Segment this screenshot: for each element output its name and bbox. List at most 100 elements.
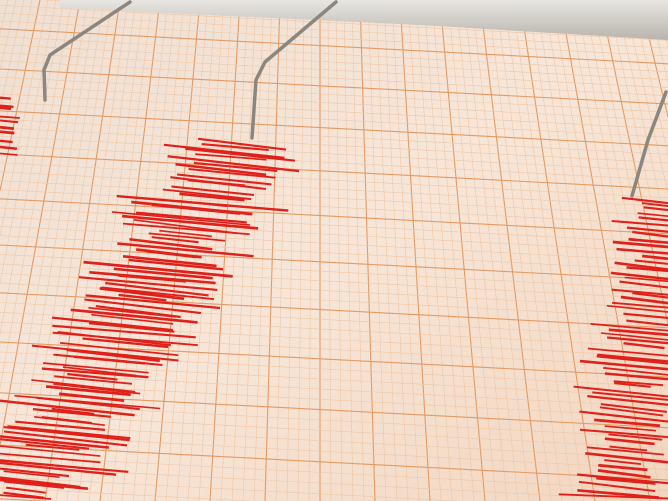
trace-stroke	[60, 342, 179, 357]
grid-line-horizontal	[0, 254, 668, 290]
trace-stroke	[32, 407, 111, 418]
grid-line-vertical	[471, 0, 530, 501]
grid-line-horizontal	[0, 119, 668, 155]
grid-line-vertical	[327, 0, 332, 501]
trace-stroke	[36, 396, 140, 411]
trace-stroke	[66, 348, 160, 363]
grid-line-vertical	[209, 0, 241, 501]
grid-line-vertical	[479, 0, 541, 501]
grid-line-horizontal	[0, 60, 668, 97]
trace-stroke	[122, 222, 250, 236]
grid-line-horizontal	[0, 487, 251, 501]
trace-stroke	[596, 477, 656, 485]
grid-line-vertical	[88, 0, 153, 501]
grid-line-vertical	[0, 0, 89, 501]
trace-stroke	[52, 331, 198, 347]
trace-stroke	[163, 143, 285, 159]
grid-line-horizontal	[0, 402, 668, 439]
grid-line-horizontal	[0, 52, 668, 88]
grid-line-vertical	[455, 0, 508, 501]
grid-line-vertical	[0, 0, 17, 71]
grid-line-vertical	[231, 0, 257, 501]
trace-stroke	[148, 232, 226, 242]
grid-line-vertical	[0, 0, 73, 388]
grid-line-vertical	[383, 0, 409, 501]
trace-stroke	[606, 304, 668, 313]
trace-stroke	[603, 366, 668, 376]
grid-line-horizontal	[0, 153, 668, 190]
trace-stroke	[598, 463, 648, 472]
trace-stroke	[171, 185, 255, 197]
trace-stroke	[632, 292, 668, 299]
trace-stroke	[185, 147, 296, 162]
grid-line-vertical	[359, 0, 376, 501]
trace-stroke	[15, 420, 106, 432]
grid-line-vertical	[375, 0, 398, 501]
trace-stroke	[579, 428, 668, 439]
grid-line-vertical	[367, 0, 387, 501]
trace-stroke	[642, 254, 668, 261]
trace-stroke	[70, 308, 198, 324]
trace-stroke	[610, 271, 668, 281]
grid-line-horizontal	[0, 144, 668, 181]
trace-stroke	[3, 426, 130, 442]
grid-line-horizontal	[0, 207, 668, 244]
trace-stroke	[0, 152, 18, 156]
trace-stroke	[201, 143, 269, 152]
grid-line-vertical	[407, 0, 442, 501]
trace-stroke	[131, 200, 253, 216]
grid-line-vertical	[343, 0, 354, 501]
trace-stroke	[51, 316, 174, 332]
trace-stroke	[73, 355, 146, 365]
trace-stroke	[58, 392, 125, 402]
grid-line-vertical	[487, 0, 552, 501]
grid-line-horizontal	[0, 28, 668, 65]
grid-line-vertical	[535, 0, 618, 501]
trace-stroke	[179, 192, 245, 202]
trace-stroke	[592, 391, 668, 401]
trace-stroke	[597, 353, 668, 363]
trace-stroke	[586, 446, 664, 456]
grid-line-vertical	[0, 0, 49, 236]
trace-stroke	[25, 443, 80, 451]
grid-line-horizontal	[0, 312, 668, 348]
grid-line-horizontal	[0, 466, 662, 501]
trace-stroke	[188, 168, 276, 179]
trace-stroke	[175, 162, 267, 177]
trace-stroke	[121, 214, 259, 230]
trace-stroke	[0, 435, 110, 449]
grid-line-horizontal	[0, 68, 668, 105]
grid-line-horizontal	[0, 127, 668, 164]
grid-line-vertical	[615, 0, 668, 235]
grid-line-vertical	[187, 0, 225, 501]
trace-stroke	[195, 153, 267, 161]
trace-stroke	[83, 260, 233, 278]
grid-line-horizontal	[0, 244, 668, 281]
grid-line-horizontal	[0, 263, 668, 300]
trace-stroke	[594, 418, 661, 428]
grid-line-vertical	[308, 0, 313, 501]
trace-stroke	[0, 445, 101, 457]
trace-stroke	[623, 312, 668, 319]
grid-line-vertical	[286, 0, 297, 501]
trace-stroke	[628, 237, 668, 245]
trace-stroke	[91, 313, 174, 325]
grid-line-horizontal	[0, 171, 668, 207]
trace-stroke	[637, 212, 668, 218]
trace-stroke	[0, 494, 52, 500]
grid-line-horizontal	[0, 235, 668, 271]
trace-stroke	[67, 372, 118, 381]
grid-line-horizontal	[0, 5, 668, 41]
grid-line-horizontal	[0, 216, 668, 253]
grid-line-horizontal	[0, 351, 668, 388]
trace-stroke	[0, 104, 14, 109]
grid-line-vertical	[143, 0, 193, 501]
grid-line-horizontal	[0, 12, 668, 49]
trace-stroke	[611, 219, 668, 227]
trace-stroke	[0, 467, 70, 478]
grid-line-vertical	[351, 0, 365, 501]
trace-stroke	[634, 259, 668, 265]
grid-line-vertical	[132, 0, 185, 501]
trace-stroke	[128, 258, 224, 271]
